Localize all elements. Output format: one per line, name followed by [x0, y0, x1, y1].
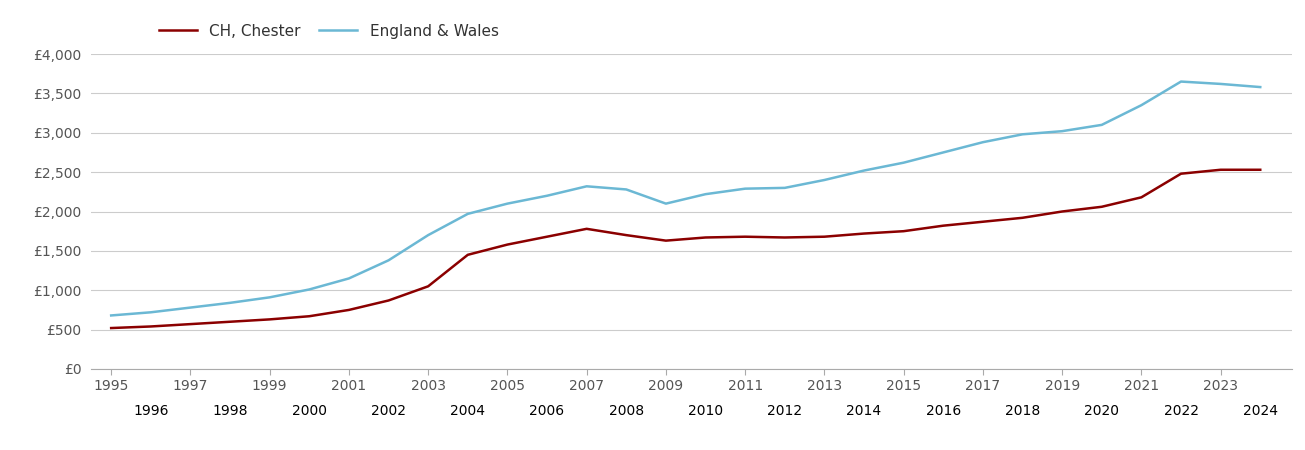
CH, Chester	[500, 242, 515, 248]
England & Wales	[222, 300, 238, 306]
CH, Chester	[1173, 171, 1189, 176]
England & Wales	[301, 287, 317, 292]
CH, Chester	[1212, 167, 1228, 172]
CH, Chester	[698, 235, 714, 240]
CH, Chester	[936, 223, 951, 228]
England & Wales	[262, 295, 278, 300]
CH, Chester	[301, 314, 317, 319]
England & Wales	[1054, 128, 1070, 134]
CH, Chester	[341, 307, 356, 313]
England & Wales	[539, 193, 555, 198]
England & Wales	[698, 192, 714, 197]
CH, Chester	[222, 319, 238, 324]
CH, Chester	[737, 234, 753, 239]
England & Wales	[776, 185, 792, 191]
England & Wales	[381, 257, 397, 263]
England & Wales	[975, 140, 990, 145]
CH, Chester	[856, 231, 872, 236]
CH, Chester	[619, 232, 634, 238]
CH, Chester	[1134, 194, 1150, 200]
CH, Chester	[420, 284, 436, 289]
CH, Chester	[895, 229, 911, 234]
Line: England & Wales: England & Wales	[111, 81, 1261, 315]
CH, Chester	[658, 238, 673, 243]
CH, Chester	[144, 324, 159, 329]
CH, Chester	[776, 235, 792, 240]
Line: CH, Chester: CH, Chester	[111, 170, 1261, 328]
CH, Chester	[1094, 204, 1109, 209]
England & Wales	[658, 201, 673, 206]
England & Wales	[936, 150, 951, 155]
CH, Chester	[1054, 209, 1070, 214]
CH, Chester	[1015, 215, 1031, 220]
England & Wales	[459, 211, 475, 216]
England & Wales	[420, 232, 436, 238]
England & Wales	[1253, 84, 1268, 90]
CH, Chester	[539, 234, 555, 239]
England & Wales	[1094, 122, 1109, 128]
England & Wales	[737, 186, 753, 191]
CH, Chester	[1253, 167, 1268, 172]
England & Wales	[103, 313, 119, 318]
England & Wales	[817, 177, 833, 183]
England & Wales	[579, 184, 595, 189]
CH, Chester	[262, 317, 278, 322]
Legend: CH, Chester, England & Wales: CH, Chester, England & Wales	[159, 24, 499, 39]
England & Wales	[144, 310, 159, 315]
CH, Chester	[579, 226, 595, 231]
England & Wales	[1015, 131, 1031, 137]
England & Wales	[1212, 81, 1228, 86]
England & Wales	[183, 305, 198, 310]
England & Wales	[856, 168, 872, 173]
England & Wales	[341, 276, 356, 281]
England & Wales	[895, 160, 911, 165]
England & Wales	[1134, 103, 1150, 108]
England & Wales	[619, 187, 634, 192]
CH, Chester	[975, 219, 990, 225]
CH, Chester	[817, 234, 833, 239]
CH, Chester	[183, 321, 198, 327]
CH, Chester	[103, 325, 119, 331]
CH, Chester	[381, 298, 397, 303]
England & Wales	[500, 201, 515, 206]
CH, Chester	[459, 252, 475, 257]
England & Wales	[1173, 79, 1189, 84]
